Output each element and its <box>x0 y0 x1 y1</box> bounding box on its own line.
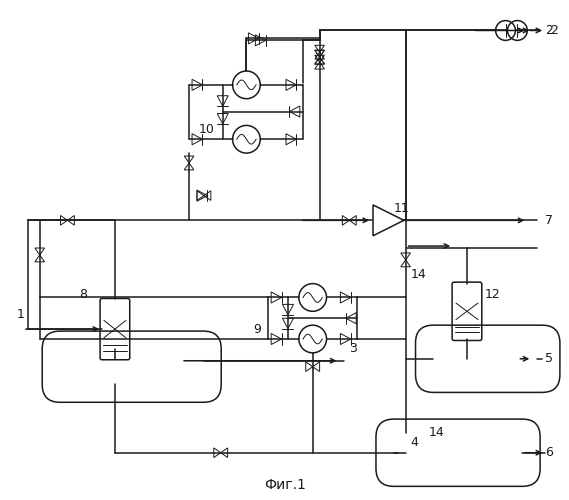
Text: 8: 8 <box>79 288 87 301</box>
Text: 7: 7 <box>545 214 553 227</box>
Text: 5: 5 <box>545 352 553 366</box>
Text: 9: 9 <box>253 322 261 336</box>
Polygon shape <box>373 205 404 236</box>
Text: 10: 10 <box>199 123 215 136</box>
Text: 12: 12 <box>485 288 501 301</box>
Text: 2: 2 <box>550 24 558 37</box>
Text: 14: 14 <box>428 426 444 440</box>
Text: 2: 2 <box>545 24 553 37</box>
Text: 1: 1 <box>17 308 25 321</box>
Text: 14: 14 <box>411 268 426 281</box>
Text: 4: 4 <box>411 436 418 450</box>
Text: 11: 11 <box>394 202 410 215</box>
Text: 3: 3 <box>349 342 357 355</box>
Text: 6: 6 <box>545 446 553 459</box>
Text: Фиг.1: Фиг.1 <box>264 478 306 492</box>
